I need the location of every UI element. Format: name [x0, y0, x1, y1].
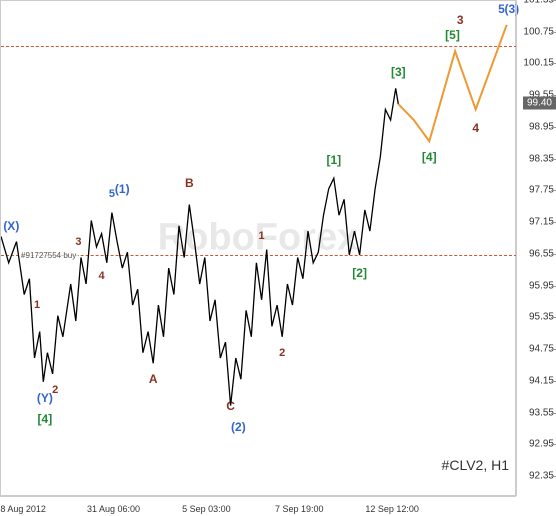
x-tick-label: 7 Sep 19:00 [275, 504, 324, 514]
x-tick-label: 31 Aug 06:00 [87, 504, 140, 514]
x-tick-label: 12 Sep 12:00 [365, 504, 419, 514]
x-axis: 28 Aug 2012 31 Aug 06:00 5 Sep 03:00 7 Sep … [0, 496, 516, 516]
price-marker: 99.40 [523, 97, 556, 110]
y-tick-label: 101.35 [523, 0, 554, 6]
forecast-series-line [398, 25, 506, 141]
chart-plot-area: RoboForex #CLV2, H1 #91727554 buy(X)(Y)[… [0, 0, 516, 496]
chart-svg [1, 1, 517, 477]
price-series-line [1, 88, 398, 405]
x-tick-label: 28 Aug 2012 [0, 504, 46, 514]
y-tick-label: 100.15 [523, 58, 554, 69]
y-tick-label: 100.75 [523, 26, 554, 37]
x-tick-label: 5 Sep 03:00 [182, 504, 231, 514]
y-axis: 92.3592.9593.5594.1594.7595.3595.9596.55… [516, 0, 556, 496]
